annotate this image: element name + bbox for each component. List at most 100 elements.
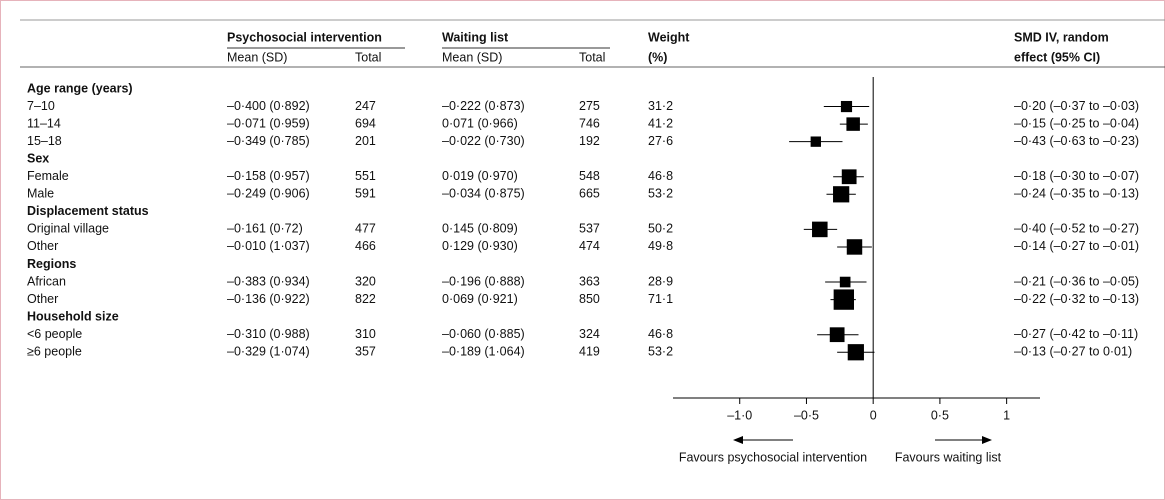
estimate-box xyxy=(829,327,845,343)
estimate-box xyxy=(840,100,853,113)
cell: –0·060 (0·885) xyxy=(442,327,525,341)
group-label: Displacement status xyxy=(27,204,149,218)
estimate-box xyxy=(846,117,860,131)
cell: 466 xyxy=(355,239,376,253)
header: Waiting list xyxy=(442,30,509,44)
header: Mean (SD) xyxy=(442,50,502,64)
header: Weight xyxy=(648,30,690,44)
group-label: Household size xyxy=(27,309,119,323)
cell: 548 xyxy=(579,169,600,183)
cell: 53·2 xyxy=(648,187,673,201)
group-label: Sex xyxy=(27,151,49,165)
cell: 71·1 xyxy=(648,292,673,306)
cell: 201 xyxy=(355,134,376,148)
cell: –0·310 (0·988) xyxy=(227,327,310,341)
cell: 537 xyxy=(579,222,600,236)
cell: 0·019 (0·970) xyxy=(442,169,518,183)
header: Mean (SD) xyxy=(227,50,287,64)
ci-label: –0·21 (–0·36 to –0·05) xyxy=(1014,274,1139,288)
cell: 46·8 xyxy=(648,327,673,341)
cell: 28·9 xyxy=(648,274,673,288)
cell: 41·2 xyxy=(648,116,673,130)
estimate-box xyxy=(841,169,857,185)
x-tick-label: –0·5 xyxy=(794,408,819,422)
ci-label: –0·18 (–0·30 to –0·07) xyxy=(1014,169,1139,183)
cell: 310 xyxy=(355,327,376,341)
ci-label: –0·20 (–0·37 to –0·03) xyxy=(1014,99,1139,113)
estimate-box xyxy=(812,221,828,238)
cell: 27·6 xyxy=(648,134,673,148)
cell: –0·329 (1·074) xyxy=(227,345,310,359)
row-label: <6 people xyxy=(27,327,82,341)
cell: –0·161 (0·72) xyxy=(227,222,303,236)
estimate-box xyxy=(833,289,854,310)
cell: 50·2 xyxy=(648,222,673,236)
row-label: 15–18 xyxy=(27,134,62,148)
cell: –0·249 (0·906) xyxy=(227,187,310,201)
cell: 746 xyxy=(579,116,600,130)
row-label: Female xyxy=(27,169,69,183)
cell: –0·136 (0·922) xyxy=(227,292,310,306)
cell: –0·196 (0·888) xyxy=(442,274,525,288)
cell: –0·400 (0·892) xyxy=(227,99,310,113)
cell: 275 xyxy=(579,99,600,113)
cell: –0·022 (0·730) xyxy=(442,134,525,148)
row-label: Male xyxy=(27,187,54,201)
cell: 419 xyxy=(579,345,600,359)
row-label: Original village xyxy=(27,222,109,236)
cell: –0·349 (0·785) xyxy=(227,134,310,148)
favours-left: Favours psychosocial intervention xyxy=(679,450,867,464)
cell: 247 xyxy=(355,99,376,113)
ci-label: –0·14 (–0·27 to –0·01) xyxy=(1014,239,1139,253)
estimate-box xyxy=(810,136,821,147)
cell: 0·069 (0·921) xyxy=(442,292,518,306)
cell: 46·8 xyxy=(648,169,673,183)
ci-label: –0·24 (–0·35 to –0·13) xyxy=(1014,187,1139,201)
cell: –0·222 (0·873) xyxy=(442,99,525,113)
x-tick-label: 1 xyxy=(1003,408,1010,422)
x-tick-label: –1·0 xyxy=(727,408,752,422)
header: SMD IV, random xyxy=(1014,30,1109,44)
cell: –0·189 (1·064) xyxy=(442,345,525,359)
estimate-box xyxy=(833,186,850,203)
header: Psychosocial intervention xyxy=(227,30,382,44)
cell: –0·010 (1·037) xyxy=(227,239,310,253)
cell: 474 xyxy=(579,239,600,253)
cell: 357 xyxy=(355,345,376,359)
header: effect (95% CI) xyxy=(1014,50,1100,64)
row-label: Other xyxy=(27,239,58,253)
ci-label: –0·43 (–0·63 to –0·23) xyxy=(1014,134,1139,148)
estimate-box xyxy=(839,276,851,288)
cell: –0·071 (0·959) xyxy=(227,116,310,130)
ci-label: –0·27 (–0·42 to –0·11) xyxy=(1014,327,1138,341)
row-label: 7–10 xyxy=(27,99,55,113)
cell: –0·158 (0·957) xyxy=(227,169,310,183)
cell: 31·2 xyxy=(648,99,673,113)
row-label: African xyxy=(27,274,66,288)
header: (%) xyxy=(648,50,667,64)
cell: 49·8 xyxy=(648,239,673,253)
cell: 324 xyxy=(579,327,600,341)
group-label: Age range (years) xyxy=(27,81,133,95)
ci-label: –0·15 (–0·25 to –0·04) xyxy=(1014,116,1139,130)
ci-label: –0·40 (–0·52 to –0·27) xyxy=(1014,222,1139,236)
header: Total xyxy=(579,50,605,64)
x-tick-label: 0·5 xyxy=(931,408,949,422)
group-label: Regions xyxy=(27,257,76,271)
estimate-box xyxy=(847,344,864,361)
row-label: Other xyxy=(27,292,58,306)
cell: 551 xyxy=(355,169,376,183)
cell: 192 xyxy=(579,134,600,148)
cell: 0·145 (0·809) xyxy=(442,222,518,236)
cell: 0·129 (0·930) xyxy=(442,239,518,253)
ci-label: –0·13 (–0·27 to 0·01) xyxy=(1014,345,1132,359)
cell: 591 xyxy=(355,187,376,201)
favours-right: Favours waiting list xyxy=(895,450,1002,464)
cell: 477 xyxy=(355,222,376,236)
arrow-right-head xyxy=(982,436,992,444)
cell: –0·034 (0·875) xyxy=(442,187,525,201)
ci-label: –0·22 (–0·32 to –0·13) xyxy=(1014,292,1139,306)
row-label: ≥6 people xyxy=(27,345,82,359)
